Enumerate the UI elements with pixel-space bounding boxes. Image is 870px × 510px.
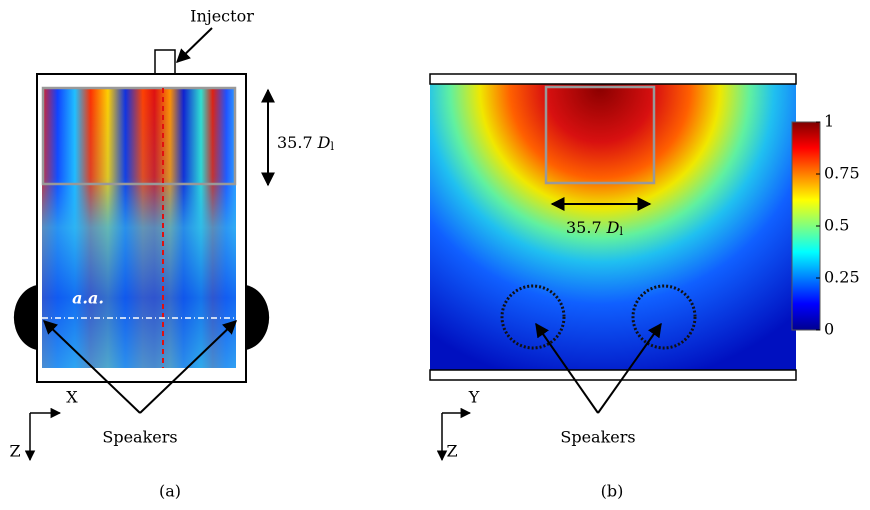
dimension-label: 35.7 Dl [277,133,334,154]
wall [429,73,797,85]
speakers-label: Speakers [560,428,635,447]
caption: (b) [601,482,624,501]
arrow [42,320,141,414]
dimension-value: 35.7 [566,218,602,237]
axis-name: Y [468,388,480,407]
colorbar-tick-label: 0.25 [824,268,860,287]
speaker [246,285,270,350]
heatmap-overlay [42,87,236,368]
dimension-subscript: l [330,140,334,153]
dimension-subscript: l [619,225,623,238]
dimension-symbol: D [606,218,620,237]
arrow [139,320,238,414]
wall [429,369,797,381]
dimension-value: 35.7 [277,133,313,152]
axis-label: a.a. [72,289,104,308]
colorbar-ticks: 1 0.75 0.5 0.25 0 [816,112,860,339]
speakers-label: Speakers [102,428,177,447]
axis-name: Z [446,442,457,461]
arrow [597,322,662,414]
injector-label: Injector [190,7,254,26]
panel-b: 35.7 Dl Speakers Y Z (b) 1 0.75 0.5 0.25 0 [429,73,860,501]
injector [154,49,176,75]
heatmap [430,84,796,370]
speaker-outline [500,284,566,350]
injector-region [41,86,237,186]
colorbar [791,121,821,331]
panel-a: a.a. Injector 35.7 Dl Speakers X Z (a) [9,7,334,501]
injector-region [544,85,656,185]
speaker [13,285,37,350]
arrow [175,27,213,63]
colorbar-tick-label: 0.75 [824,164,860,183]
colorbar-tick-label: 0 [824,320,834,339]
dimension-symbol: D [317,133,331,152]
arrow [535,322,599,414]
caption: (a) [159,482,181,501]
axis-name: Z [9,442,20,461]
speaker-outline [631,284,697,350]
dimension-label: 35.7 Dl [566,218,623,239]
colorbar-tick-label: 0.5 [824,216,849,235]
colorbar-tick-label: 1 [824,112,834,131]
axis-name: X [66,388,78,407]
